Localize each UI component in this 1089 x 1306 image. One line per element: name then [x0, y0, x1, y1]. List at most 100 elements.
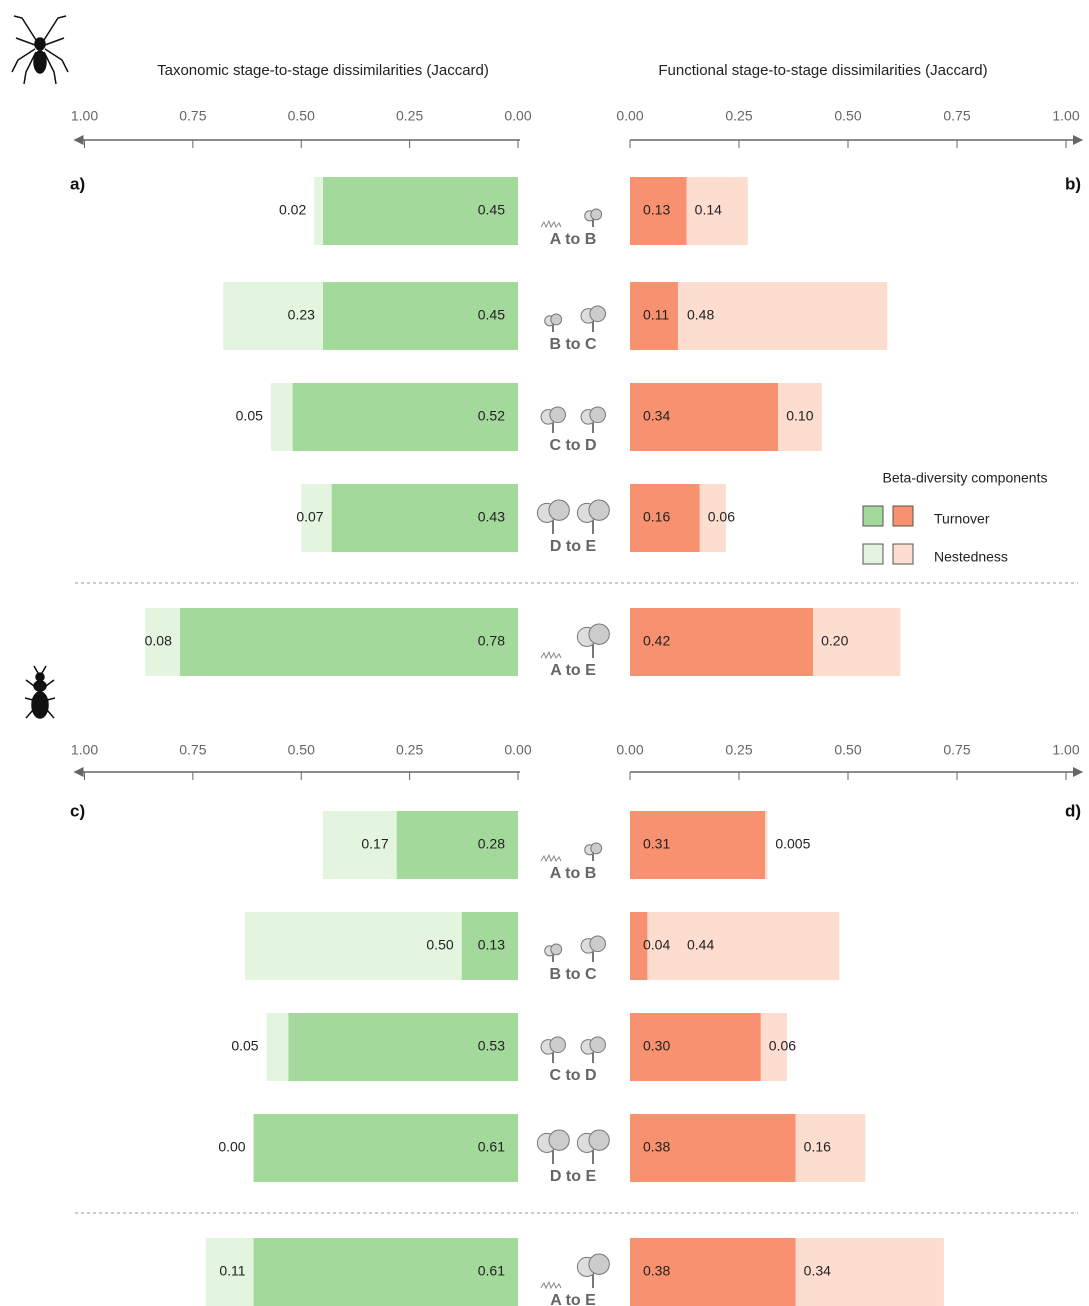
value-label: 0.52	[478, 408, 505, 424]
habitat-icons	[544, 305, 606, 332]
category-label: A to E	[550, 662, 596, 679]
x-tick-label: 0.50	[834, 742, 861, 758]
value-label: 0.16	[804, 1139, 831, 1155]
beetle-icon	[24, 665, 56, 719]
bar-nestedness	[813, 608, 901, 676]
bar-turnover	[288, 1013, 518, 1081]
x-tick-label: 1.00	[1052, 108, 1079, 124]
tree-crown	[549, 1036, 566, 1054]
value-label: 0.11	[219, 1263, 245, 1279]
tree-crown	[588, 499, 610, 521]
habitat-icons	[540, 1253, 610, 1290]
legend-label: Turnover	[934, 511, 990, 527]
bar-turnover	[253, 1238, 518, 1306]
value-label: 0.20	[821, 633, 848, 649]
bar-nestedness	[765, 811, 768, 879]
x-tick-label: 1.00	[71, 742, 98, 758]
x-tick-label: 0.00	[504, 108, 531, 124]
habitat-icons	[540, 842, 603, 863]
value-label: 0.53	[478, 1038, 505, 1054]
bar-turnover	[322, 282, 518, 350]
tree-crown	[588, 1129, 610, 1151]
value-label: 0.38	[643, 1139, 670, 1155]
x-tick-label: 0.00	[616, 742, 643, 758]
panel-label: d)	[1065, 801, 1081, 820]
habitat-icons	[540, 623, 610, 660]
bar-turnover	[630, 177, 687, 245]
bar-turnover	[253, 1114, 518, 1182]
panel-label: b)	[1065, 174, 1081, 193]
spider-icon	[11, 15, 69, 85]
bar-turnover	[630, 383, 779, 451]
bar-turnover	[630, 282, 678, 350]
x-tick-label: 0.75	[943, 108, 970, 124]
value-label: 0.43	[478, 509, 505, 525]
category-label: D to E	[550, 1168, 597, 1185]
value-label: 0.48	[687, 307, 714, 323]
tree-crown	[588, 623, 610, 645]
bar-turnover	[322, 177, 518, 245]
bar-turnover	[630, 484, 700, 552]
bar-nestedness	[795, 1114, 866, 1182]
x-tick-label: 0.50	[834, 108, 861, 124]
bar-nestedness	[301, 484, 332, 552]
tree-crown	[548, 499, 570, 521]
bar-nestedness	[647, 912, 840, 980]
value-label: 0.13	[478, 937, 505, 953]
category-label: C to D	[549, 437, 596, 454]
category-label: C to D	[549, 1067, 596, 1084]
habitat-icons	[540, 208, 603, 229]
legend-title: Beta-diversity components	[883, 470, 1048, 486]
bar-nestedness	[205, 1238, 254, 1306]
tree-crown	[589, 1036, 606, 1054]
value-label: 0.05	[231, 1038, 258, 1054]
bar-nestedness	[244, 912, 462, 980]
category-label: B to C	[549, 336, 597, 353]
value-label: 0.45	[478, 307, 505, 323]
legend-label: Nestedness	[934, 549, 1008, 565]
category-label: A to B	[550, 865, 597, 882]
axis-title: Taxonomic stage-to-stage dissimilarities…	[157, 62, 489, 79]
panel-label: c)	[70, 801, 85, 820]
value-label: 0.10	[786, 408, 813, 424]
bar-nestedness	[677, 282, 888, 350]
axis-title: Functional stage-to-stage dissimilaritie…	[658, 62, 987, 79]
grass	[540, 853, 562, 863]
value-label: 0.31	[643, 836, 670, 852]
tree-crown	[550, 943, 563, 956]
value-label: 0.78	[478, 633, 505, 649]
value-label: 0.02	[279, 202, 306, 218]
category-label: D to E	[550, 538, 597, 555]
legend-swatch	[892, 505, 914, 527]
bar-turnover	[630, 1013, 761, 1081]
value-label: 0.16	[643, 509, 670, 525]
x-tick-label: 0.75	[179, 108, 206, 124]
x-tick-label: 0.00	[616, 108, 643, 124]
value-label: 0.06	[708, 509, 735, 525]
bar-turnover	[331, 484, 518, 552]
bar-nestedness	[778, 383, 822, 451]
value-label: 0.14	[695, 202, 722, 218]
value-label: 0.04	[643, 937, 670, 953]
x-tick-label: 0.50	[288, 742, 315, 758]
x-tick-label: 0.75	[179, 742, 206, 758]
bar-nestedness	[795, 1238, 944, 1306]
value-label: 0.34	[804, 1263, 831, 1279]
habitat-icons	[540, 1036, 606, 1063]
legend-swatch	[862, 505, 884, 527]
x-tick-label: 0.75	[943, 742, 970, 758]
bar-turnover	[630, 1238, 796, 1306]
value-label: 0.38	[643, 1263, 670, 1279]
x-tick-label: 1.00	[71, 108, 98, 124]
bar-nestedness	[270, 383, 293, 451]
tree-crown	[549, 406, 566, 424]
value-label: 0.06	[769, 1038, 796, 1054]
bar-nestedness	[686, 177, 748, 245]
value-label: 0.61	[478, 1263, 505, 1279]
tree-crown	[588, 1253, 610, 1275]
x-tick-label: 1.00	[1052, 742, 1079, 758]
value-label: 0.44	[687, 937, 714, 953]
bar-turnover	[292, 383, 518, 451]
habitat-icons	[540, 406, 606, 433]
